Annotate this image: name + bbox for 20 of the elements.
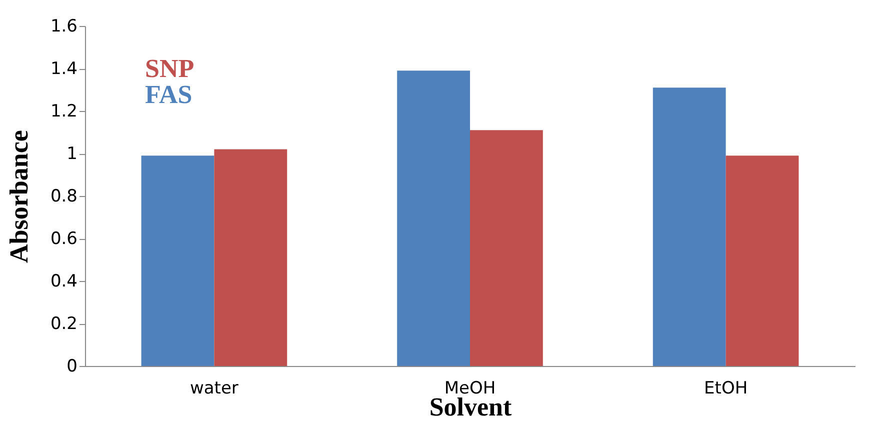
y-tick-label: 1.4 — [50, 59, 78, 79]
y-tick-label: 0.6 — [50, 229, 78, 249]
bar — [141, 156, 214, 366]
series-label: FAS — [145, 80, 192, 109]
y-tick-label: 1.6 — [50, 16, 78, 36]
bar — [726, 156, 799, 366]
text: SNP — [145, 54, 194, 83]
y-tick-label: 1.2 — [50, 102, 78, 122]
y-axis-title: Absorbance — [4, 130, 34, 263]
y-tick-label: 1 — [66, 144, 78, 164]
x-tick-label: EtOH — [704, 378, 748, 398]
bar — [652, 88, 726, 366]
y-tick-label: 0.2 — [50, 314, 78, 334]
y-tick-label: 0.8 — [50, 186, 78, 206]
y-tick-label: 0.4 — [50, 272, 78, 292]
x-tick-label: water — [190, 378, 238, 398]
y-tick-label: 0 — [66, 356, 78, 376]
bar — [470, 130, 543, 366]
bar — [397, 70, 470, 366]
bar — [214, 149, 288, 366]
